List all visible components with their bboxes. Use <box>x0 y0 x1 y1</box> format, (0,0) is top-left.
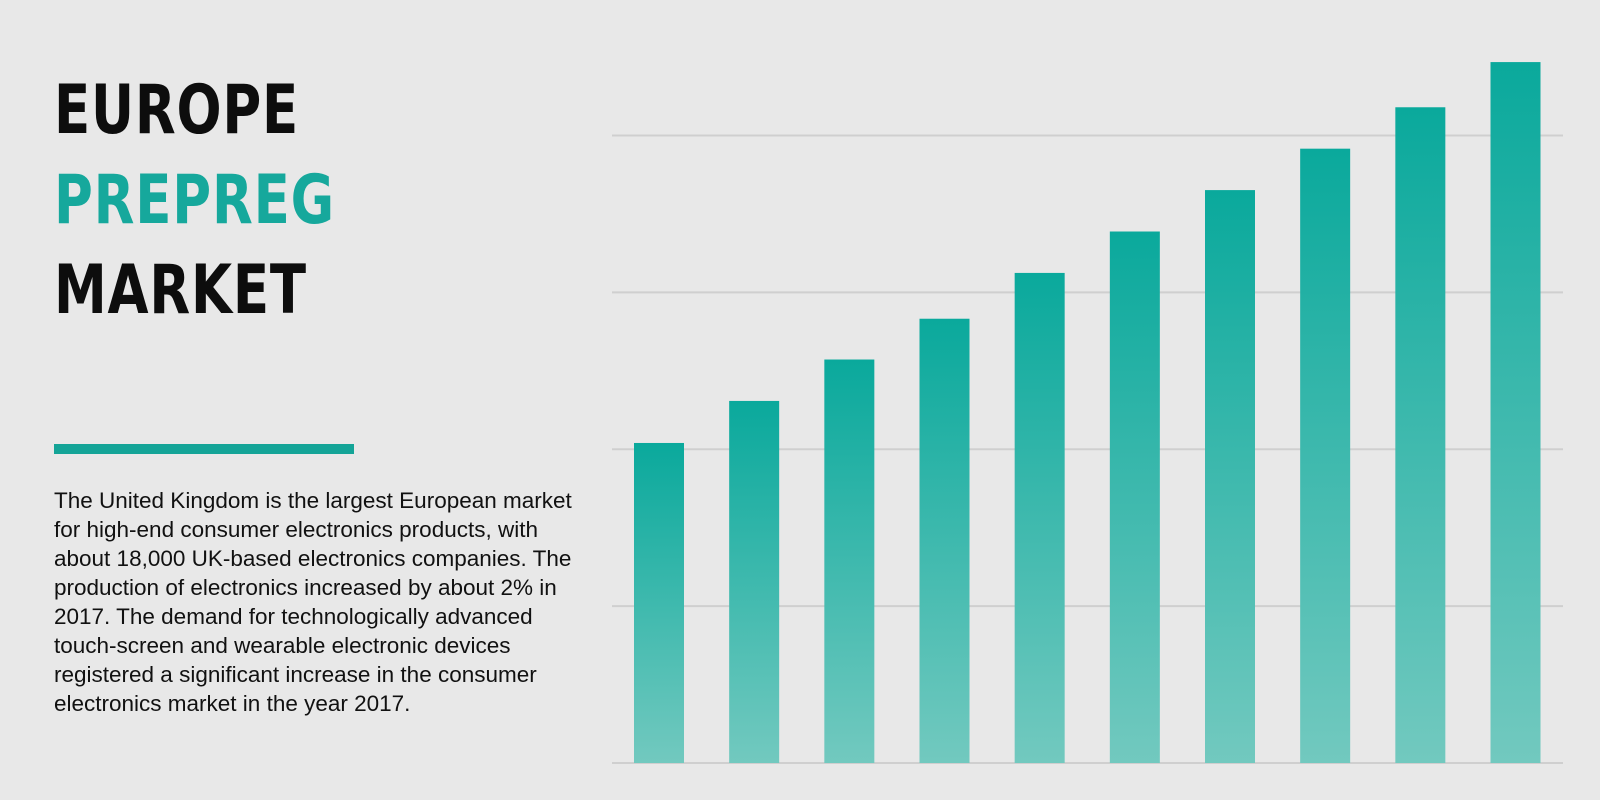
bar <box>1490 62 1541 763</box>
bars <box>634 62 1541 764</box>
bar <box>824 359 875 763</box>
title-block: EUROPE PREPREG MARKET <box>54 66 534 336</box>
bar <box>1395 107 1446 763</box>
title-line-3: MARKET <box>54 251 307 330</box>
bar <box>919 318 970 763</box>
bar <box>729 400 780 763</box>
title-line-1: EUROPE <box>54 71 300 150</box>
accent-divider <box>54 444 354 454</box>
bar <box>1205 190 1255 763</box>
bar <box>1300 148 1351 764</box>
bar <box>1014 272 1065 763</box>
title-line-2: PREPREG <box>54 161 335 240</box>
bar <box>634 442 684 763</box>
bar <box>1109 231 1160 763</box>
description-text: The United Kingdom is the largest Europe… <box>54 488 572 716</box>
